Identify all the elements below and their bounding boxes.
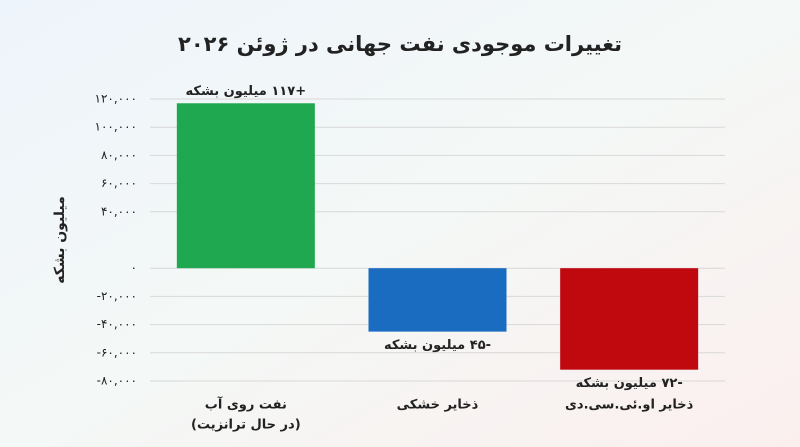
y-tick-label: -۸۰,۰۰۰ [97,373,137,387]
y-tick-label: -۴۰,۰۰۰ [97,317,137,331]
bar [368,268,507,332]
bar [176,103,315,269]
y-tick-label: ۱۲۰,۰۰۰ [95,92,138,106]
chart-title: تغییرات موجودی نفت جهانی در ژوئن ۲۰۲۶ [178,32,622,56]
y-tick-label: ۸۰,۰۰۰ [101,148,137,162]
y-tick-label: ۶۰,۰۰۰ [101,176,137,190]
x-tick-label: نفت روی آب [205,396,287,413]
value-label: -۴۵ میلیون بشکه [384,338,491,353]
y-tick-label: -۶۰,۰۰۰ [97,345,137,359]
value-label: -۷۲ میلیون بشکه [576,376,683,391]
y-tick-label: -۲۰,۰۰۰ [97,289,137,303]
x-tick-label: ذخایر او.ئی.سی.دی [565,398,694,413]
y-tick-label: ۰ [131,261,137,275]
x-tick-label: (در حال ترانزیت) [191,418,301,433]
y-tick-label: ۱۰۰,۰۰۰ [95,120,138,134]
y-axis-title: میلیون بشکه [52,196,68,284]
value-label: +۱۱۷ میلیون بشکه [186,84,307,99]
bar [560,268,699,370]
y-tick-label: ۴۰,۰۰۰ [101,204,137,218]
x-tick-label: ذخایر خشکی [397,398,479,413]
